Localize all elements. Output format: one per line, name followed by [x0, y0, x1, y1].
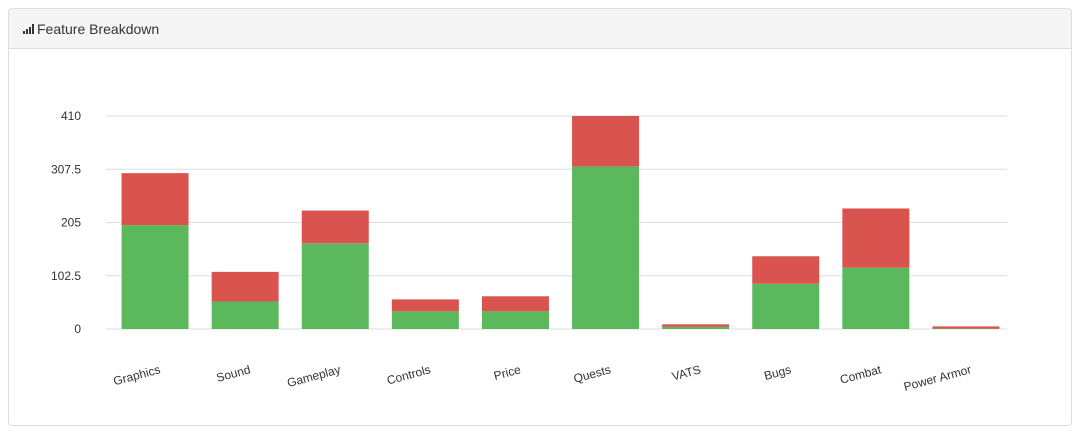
- y-tick-label: 0: [74, 322, 81, 336]
- bar-negative-graphics: [121, 173, 189, 226]
- panel-heading: Feature Breakdown: [9, 9, 1071, 49]
- y-tick-label: 410: [61, 109, 81, 123]
- bar-positive-power-armor: [932, 328, 1000, 329]
- bar-positive-price: [481, 311, 549, 329]
- signal-bars-icon: [23, 23, 34, 34]
- bar-positive-graphics: [121, 225, 189, 329]
- bar-positive-controls: [391, 311, 459, 329]
- bar-negative-quests: [572, 116, 640, 167]
- x-tick-label: Price: [492, 362, 522, 383]
- x-tick-label: Power Armor: [902, 362, 973, 393]
- bar-negative-gameplay: [301, 210, 369, 244]
- y-tick-label: 102.5: [51, 269, 81, 283]
- x-tick-label: Controls: [385, 362, 432, 387]
- bar-positive-bugs: [752, 283, 820, 329]
- bar-negative-combat: [842, 208, 910, 268]
- x-tick-label: Gameplay: [286, 362, 342, 390]
- bar-negative-power-armor: [932, 326, 1000, 329]
- x-tick-label: Quests: [572, 362, 612, 385]
- bar-positive-vats: [662, 326, 730, 329]
- bar-positive-sound: [211, 301, 279, 329]
- bar-negative-sound: [211, 271, 279, 302]
- y-tick-label: 205: [61, 216, 81, 230]
- bar-negative-controls: [391, 299, 459, 312]
- bar-positive-combat: [842, 267, 910, 329]
- bar-negative-bugs: [752, 256, 820, 284]
- x-tick-label: Combat: [838, 362, 883, 387]
- panel-title: Feature Breakdown: [37, 20, 160, 37]
- bar-negative-vats: [662, 324, 730, 327]
- feature-breakdown-panel: Feature Breakdown 0 102.5 205 307.5 410 Graph…: [8, 8, 1072, 426]
- x-tick-label: VATS: [670, 362, 702, 383]
- bar-positive-gameplay: [301, 243, 369, 329]
- y-tick-label: 307.5: [51, 162, 81, 176]
- x-tick-label: Bugs: [762, 362, 792, 383]
- feature-breakdown-chart: 0 102.5 205 307.5 410 Graphics Sound Gameplay Co…: [51, 109, 1007, 394]
- x-tick-label: Graphics: [112, 362, 162, 388]
- bar-negative-price: [481, 296, 549, 312]
- bar-positive-quests: [572, 166, 640, 329]
- x-tick-label: Sound: [215, 362, 252, 385]
- chart-area: 0 102.5 205 307.5 410 Graphics Sound Gameplay Co…: [9, 49, 1071, 425]
